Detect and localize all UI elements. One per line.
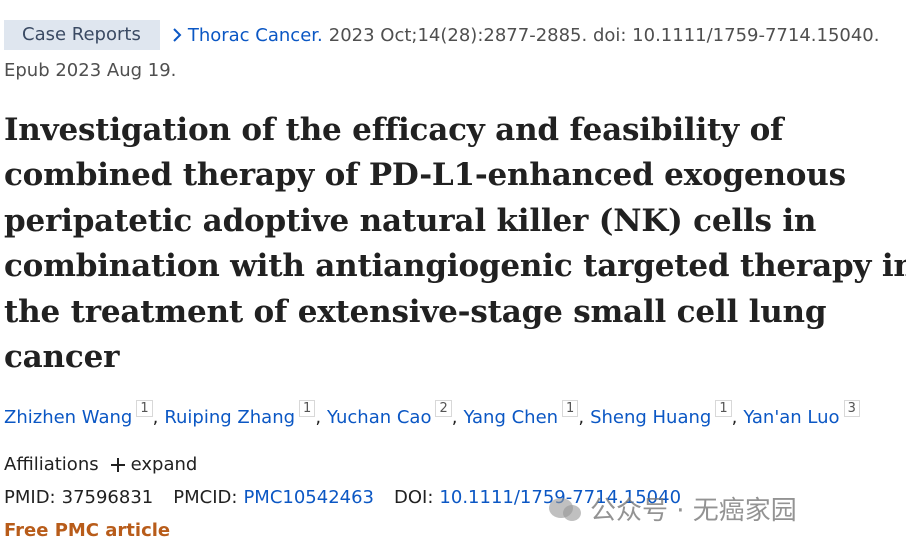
author-link[interactable]: Ruiping Zhang [164, 407, 296, 428]
title-line: peripatetic adoptive natural killer (NK)… [4, 202, 817, 239]
author-separator: , [152, 407, 159, 428]
watermark-text: 公众号 · 无癌家园 [590, 496, 797, 526]
title-line: Investigation of the efficacy and feasib… [4, 112, 784, 148]
identifier-label: PMCID: [173, 487, 238, 508]
author-list: Zhizhen Wang 1, Ruiping Zhang 1, Yuchan Cao 2… [4, 400, 860, 428]
identifier-label: DOI: [394, 487, 434, 508]
affiliation-number[interactable]: 2 [435, 400, 452, 417]
title-line: the treatment of extensive-stage small c… [4, 293, 827, 330]
author-link[interactable]: Yan'an Luo [743, 407, 840, 428]
plus-icon[interactable] [110, 457, 125, 472]
citation-row: Case Reports Thorac Cancer. 2023 Oct;14(… [4, 20, 879, 50]
author-link[interactable]: Yang Chen [463, 407, 559, 428]
affiliations-label: Affiliations [4, 454, 99, 475]
author-link[interactable]: Yuchan Cao [327, 407, 432, 428]
title-line: combination with antiangiogenic targeted… [4, 248, 906, 285]
identifier-label: PMID: [4, 487, 56, 508]
affiliation-number[interactable]: 1 [715, 400, 732, 417]
affiliation-number[interactable]: 1 [562, 400, 579, 417]
title-line: combined therapy of PD-L1-enhanced exoge… [4, 157, 846, 194]
author-separator: , [578, 407, 585, 428]
author-separator: , [451, 407, 458, 428]
title-line: cancer [4, 339, 120, 376]
epub-date: Epub 2023 Aug 19. [4, 60, 177, 81]
identifier-value: 37596831 [61, 487, 154, 508]
free-article: Free PMC article [4, 520, 171, 541]
author-separator: , [731, 407, 738, 428]
citation: 2023 Oct;14(28):2877-2885. doi: 10.1111/… [328, 24, 880, 46]
article-title: Investigation of the efficacy and feasib… [4, 108, 906, 380]
affiliation-number[interactable]: 1 [299, 400, 316, 417]
watermark: 公众号 · 无癌家园 [548, 490, 797, 527]
affiliations: Affiliations expand [4, 454, 197, 475]
identifiers: PMID: 37596831 PMCID: PMC10542463 DOI: 10.111… [4, 487, 701, 508]
identifier-value[interactable]: PMC10542463 [243, 487, 375, 508]
author-separator: , [315, 407, 322, 428]
affiliation-number[interactable]: 3 [843, 400, 860, 417]
publication-type: Case Reports [4, 20, 160, 50]
journal-link[interactable]: Thorac Cancer. [187, 24, 323, 46]
watermark-icon [549, 497, 581, 521]
affiliation-number[interactable]: 1 [136, 400, 153, 417]
author-link[interactable]: Sheng Huang [590, 407, 712, 428]
author-link[interactable]: Zhizhen Wang [4, 407, 133, 428]
expand-toggle[interactable]: expand [130, 454, 198, 475]
identifier-value[interactable]: 10.1111/1759-7714.15040 [439, 487, 682, 508]
chevron-icon [173, 28, 182, 42]
